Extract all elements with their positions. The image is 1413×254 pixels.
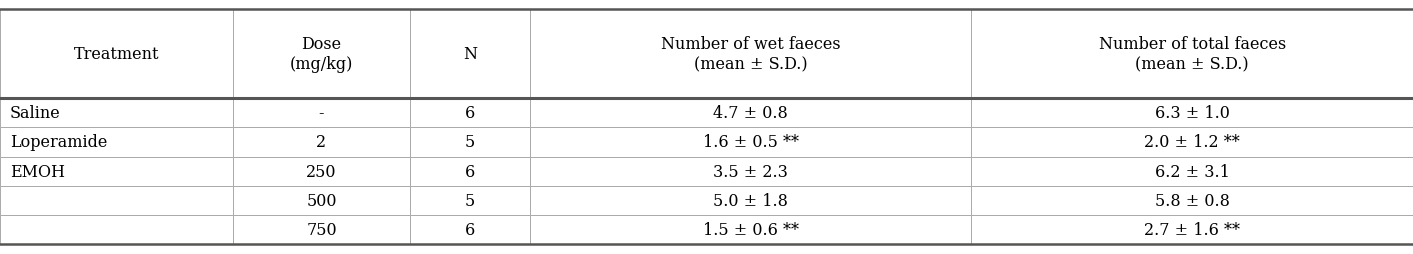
Bar bbox=[0, 186, 233, 215]
Bar bbox=[530, 10, 972, 99]
Bar bbox=[410, 128, 530, 157]
Bar bbox=[233, 215, 410, 244]
Text: 3.5 ± 2.3: 3.5 ± 2.3 bbox=[714, 163, 788, 180]
Text: 500: 500 bbox=[307, 192, 336, 209]
Text: 1.6 ± 0.5 **: 1.6 ± 0.5 ** bbox=[702, 134, 798, 151]
Bar bbox=[233, 186, 410, 215]
Bar bbox=[233, 128, 410, 157]
Bar bbox=[0, 215, 233, 244]
Bar bbox=[410, 215, 530, 244]
Bar bbox=[0, 157, 233, 186]
Text: 6: 6 bbox=[465, 105, 475, 122]
Bar bbox=[233, 10, 410, 99]
Text: -: - bbox=[319, 105, 324, 122]
Text: Dose
(mg/kg): Dose (mg/kg) bbox=[290, 36, 353, 73]
Text: EMOH: EMOH bbox=[10, 163, 65, 180]
Bar bbox=[972, 128, 1413, 157]
Bar bbox=[972, 10, 1413, 99]
Bar bbox=[972, 186, 1413, 215]
Bar bbox=[233, 99, 410, 128]
Bar bbox=[530, 99, 972, 128]
Bar bbox=[410, 10, 530, 99]
Text: 5: 5 bbox=[465, 134, 475, 151]
Bar bbox=[972, 215, 1413, 244]
Text: N: N bbox=[463, 46, 476, 63]
Text: 6: 6 bbox=[465, 221, 475, 238]
Bar bbox=[410, 99, 530, 128]
Bar bbox=[233, 157, 410, 186]
Bar bbox=[530, 215, 972, 244]
Text: 2.7 ± 1.6 **: 2.7 ± 1.6 ** bbox=[1145, 221, 1241, 238]
Text: Saline: Saline bbox=[10, 105, 61, 122]
Bar bbox=[0, 128, 233, 157]
Text: 5.8 ± 0.8: 5.8 ± 0.8 bbox=[1154, 192, 1229, 209]
Text: 4.7 ± 0.8: 4.7 ± 0.8 bbox=[714, 105, 788, 122]
Text: Number of wet faeces
(mean ± S.D.): Number of wet faeces (mean ± S.D.) bbox=[661, 36, 841, 73]
Text: Treatment: Treatment bbox=[73, 46, 160, 63]
Text: 750: 750 bbox=[307, 221, 336, 238]
Text: 5.0 ± 1.8: 5.0 ± 1.8 bbox=[714, 192, 788, 209]
Text: 6: 6 bbox=[465, 163, 475, 180]
Text: 2: 2 bbox=[317, 134, 326, 151]
Text: 2.0 ± 1.2 **: 2.0 ± 1.2 ** bbox=[1145, 134, 1241, 151]
Bar bbox=[972, 157, 1413, 186]
Text: Number of total faeces
(mean ± S.D.): Number of total faeces (mean ± S.D.) bbox=[1098, 36, 1286, 73]
Bar bbox=[530, 128, 972, 157]
Text: 1.5 ± 0.6 **: 1.5 ± 0.6 ** bbox=[702, 221, 798, 238]
Bar bbox=[530, 157, 972, 186]
Text: 6.3 ± 1.0: 6.3 ± 1.0 bbox=[1154, 105, 1229, 122]
Text: 6.2 ± 3.1: 6.2 ± 3.1 bbox=[1154, 163, 1229, 180]
Bar bbox=[972, 99, 1413, 128]
Bar bbox=[0, 99, 233, 128]
Bar bbox=[410, 186, 530, 215]
Bar bbox=[410, 157, 530, 186]
Bar bbox=[530, 186, 972, 215]
Text: 250: 250 bbox=[307, 163, 336, 180]
Text: Loperamide: Loperamide bbox=[10, 134, 107, 151]
Bar bbox=[0, 10, 233, 99]
Text: 5: 5 bbox=[465, 192, 475, 209]
